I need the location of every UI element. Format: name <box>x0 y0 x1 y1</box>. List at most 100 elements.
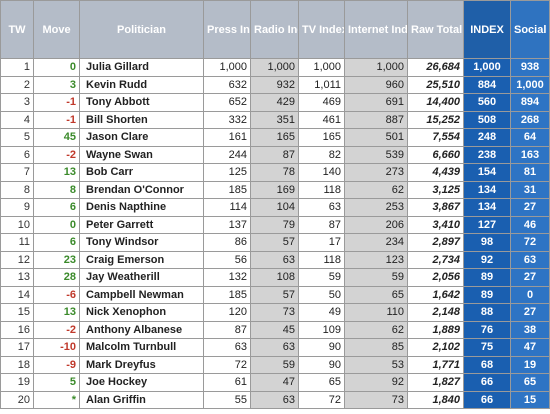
internet-index-cell: 501 <box>344 128 408 147</box>
press-index-cell: 185 <box>203 285 251 304</box>
radio-index-cell: 59 <box>250 355 299 374</box>
press-index-cell: 55 <box>203 390 251 409</box>
index-cell: 98 <box>463 233 511 252</box>
table-row: 6 -2 Wayne Swan 244 87 82 539 6,660 238 163 <box>0 145 550 164</box>
table-row: 7 13 Bob Carr 125 78 140 273 4,439 154 81 <box>0 163 550 182</box>
index-cell: 508 <box>463 110 511 129</box>
raw-total-cell: 1,889 <box>407 320 464 339</box>
table-row: 14 -6 Campbell Newman 185 57 50 65 1,642 89 0 <box>0 285 550 304</box>
radio-index-cell: 79 <box>250 215 299 234</box>
move-cell: 23 <box>33 250 80 269</box>
move-cell: 45 <box>33 128 80 147</box>
move-cell: * <box>33 390 80 409</box>
table-row: 20 * Alan Griffin 55 63 72 73 1,840 66 15 <box>0 390 550 409</box>
radio-index-cell: 73 <box>250 303 299 322</box>
internet-index-cell: 691 <box>344 93 408 112</box>
header-radio: Radio Index <box>250 0 299 59</box>
raw-total-cell: 14,400 <box>407 93 464 112</box>
index-cell: 127 <box>463 215 511 234</box>
tv-index-cell: 461 <box>298 110 345 129</box>
header-social-media-index: Social Media Index <box>510 0 550 59</box>
move-cell: -10 <box>33 338 80 357</box>
internet-index-cell: 65 <box>344 285 408 304</box>
move-cell: 28 <box>33 268 80 287</box>
index-cell: 884 <box>463 75 511 94</box>
tv-index-cell: 87 <box>298 215 345 234</box>
raw-total-cell: 2,734 <box>407 250 464 269</box>
press-index-cell: 63 <box>203 338 251 357</box>
move-cell: 8 <box>33 180 80 199</box>
social-media-index-cell: 27 <box>510 198 550 217</box>
move-cell: -9 <box>33 355 80 374</box>
press-index-cell: 1,000 <box>203 58 251 77</box>
rank-cell: 16 <box>0 320 34 339</box>
tv-index-cell: 1,011 <box>298 75 345 94</box>
press-index-cell: 114 <box>203 198 251 217</box>
move-cell: 0 <box>33 215 80 234</box>
internet-index-cell: 539 <box>344 145 408 164</box>
index-cell: 89 <box>463 285 511 304</box>
header-index: INDEX <box>463 0 511 59</box>
raw-total-cell: 2,056 <box>407 268 464 287</box>
rank-cell: 9 <box>0 198 34 217</box>
tv-index-cell: 17 <box>298 233 345 252</box>
internet-index-cell: 62 <box>344 320 408 339</box>
press-index-cell: 652 <box>203 93 251 112</box>
tv-index-cell: 118 <box>298 180 345 199</box>
internet-index-cell: 887 <box>344 110 408 129</box>
internet-index-cell: 234 <box>344 233 408 252</box>
tv-index-cell: 82 <box>298 145 345 164</box>
rank-cell: 12 <box>0 250 34 269</box>
internet-index-cell: 110 <box>344 303 408 322</box>
radio-index-cell: 165 <box>250 128 299 147</box>
politician-name-cell: Joe Hockey <box>79 373 204 392</box>
index-cell: 75 <box>463 338 511 357</box>
table-row: 5 45 Jason Clare 161 165 165 501 7,554 248 64 <box>0 128 550 147</box>
move-cell: -1 <box>33 110 80 129</box>
social-media-index-cell: 19 <box>510 355 550 374</box>
press-index-cell: 244 <box>203 145 251 164</box>
politician-name-cell: Peter Garrett <box>79 215 204 234</box>
raw-total-cell: 26,684 <box>407 58 464 77</box>
radio-index-cell: 63 <box>250 250 299 269</box>
table-row: 3 -1 Tony Abbott 652 429 469 691 14,400 560 894 <box>0 93 550 112</box>
social-media-index-cell: 27 <box>510 303 550 322</box>
politician-name-cell: Jason Clare <box>79 128 204 147</box>
move-cell: 3 <box>33 75 80 94</box>
rank-cell: 8 <box>0 180 34 199</box>
header-politician: Politician <box>79 0 204 59</box>
header-raw-total: Raw Total <box>407 0 464 59</box>
raw-total-cell: 1,771 <box>407 355 464 374</box>
move-cell: -2 <box>33 320 80 339</box>
politician-name-cell: Brendan O'Connor <box>79 180 204 199</box>
tv-index-cell: 109 <box>298 320 345 339</box>
index-cell: 248 <box>463 128 511 147</box>
internet-index-cell: 62 <box>344 180 408 199</box>
social-media-index-cell: 163 <box>510 145 550 164</box>
social-media-index-cell: 63 <box>510 250 550 269</box>
table-row: 13 28 Jay Weatherill 132 108 59 59 2,056 89 27 <box>0 268 550 287</box>
radio-index-cell: 169 <box>250 180 299 199</box>
index-cell: 134 <box>463 180 511 199</box>
politician-name-cell: Nick Xenophon <box>79 303 204 322</box>
tv-index-cell: 72 <box>298 390 345 409</box>
social-media-index-cell: 46 <box>510 215 550 234</box>
social-media-index-cell: 0 <box>510 285 550 304</box>
social-media-index-cell: 268 <box>510 110 550 129</box>
move-cell: 13 <box>33 163 80 182</box>
table-body: 1 0 Julia Gillard 1,000 1,000 1,000 1,000 26,68… <box>0 58 550 409</box>
politician-name-cell: Kevin Rudd <box>79 75 204 94</box>
rank-cell: 13 <box>0 268 34 287</box>
table-row: 15 13 Nick Xenophon 120 73 49 110 2,148 88 27 <box>0 303 550 322</box>
radio-index-cell: 87 <box>250 145 299 164</box>
radio-index-cell: 932 <box>250 75 299 94</box>
internet-index-cell: 273 <box>344 163 408 182</box>
index-cell: 76 <box>463 320 511 339</box>
politician-name-cell: Malcolm Turnbull <box>79 338 204 357</box>
rank-cell: 4 <box>0 110 34 129</box>
tv-index-cell: 1,000 <box>298 58 345 77</box>
rank-cell: 3 <box>0 93 34 112</box>
header-row: TW Move Politician Press Index Radio Ind… <box>0 0 550 59</box>
rank-cell: 19 <box>0 373 34 392</box>
move-cell: 13 <box>33 303 80 322</box>
